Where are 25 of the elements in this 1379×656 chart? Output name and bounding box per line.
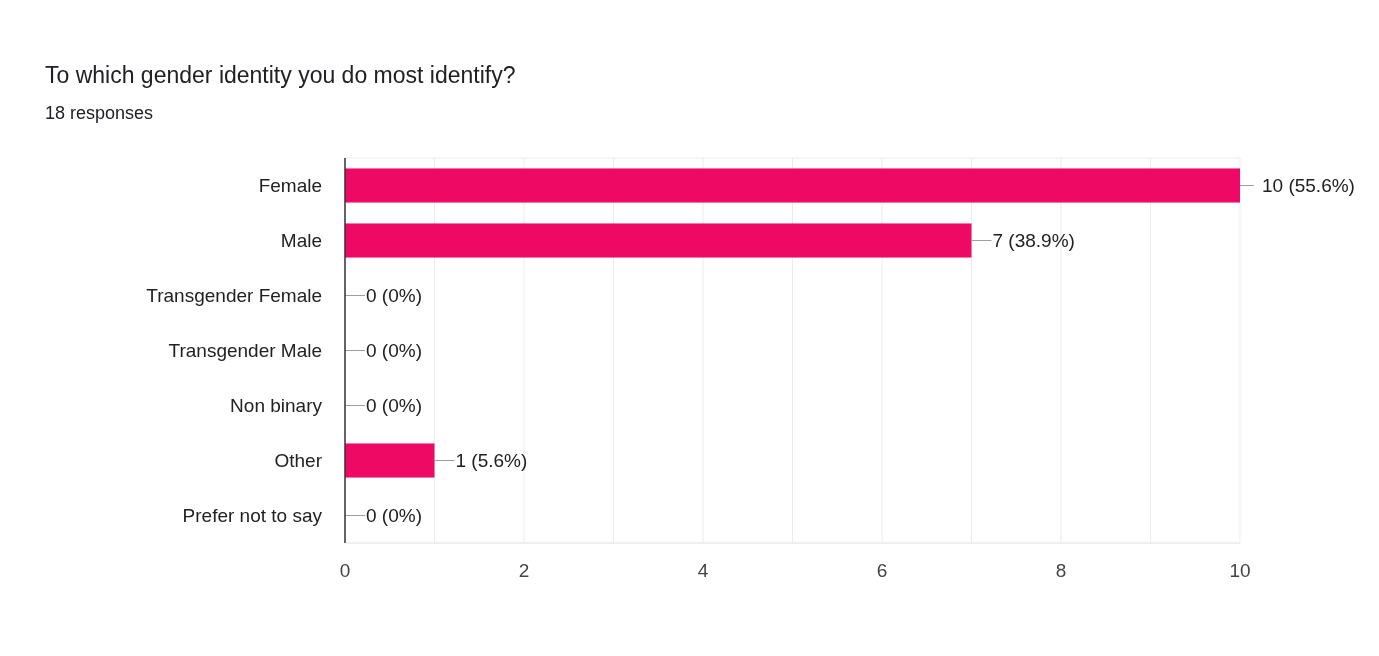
bar (345, 223, 972, 258)
y-tick-label: Transgender Male (168, 340, 322, 362)
x-tick-label: 8 (1055, 560, 1067, 581)
data-label: 10 (55.6%) (1262, 175, 1355, 197)
data-label: 1 (5.6%) (455, 450, 528, 472)
data-label: 0 (0%) (366, 395, 422, 417)
data-label: 7 (38.9%) (992, 230, 1075, 252)
x-tick-label: 6 (876, 560, 888, 581)
x-tick-label: 0 (339, 560, 351, 581)
chart-title: To which gender identity you do most identify? (45, 62, 516, 88)
x-tick-label: 10 (1229, 560, 1251, 581)
y-tick-label: Other (274, 450, 323, 472)
y-tick-label: Male (280, 230, 322, 252)
y-tick-label: Transgender Female (146, 285, 322, 307)
data-label: 0 (0%) (366, 505, 422, 527)
text: 18 responses (45, 103, 154, 123)
bar (345, 443, 435, 478)
data-label: 0 (0%) (366, 285, 422, 307)
data-label: 0 (0%) (366, 340, 422, 362)
bar (345, 168, 1240, 203)
x-tick-label: 4 (697, 560, 709, 581)
x-tick-label: 2 (518, 560, 530, 581)
y-tick-label: Prefer not to say (182, 505, 323, 527)
y-tick-label: Non binary (230, 395, 323, 417)
y-tick-label: Female (258, 175, 322, 197)
